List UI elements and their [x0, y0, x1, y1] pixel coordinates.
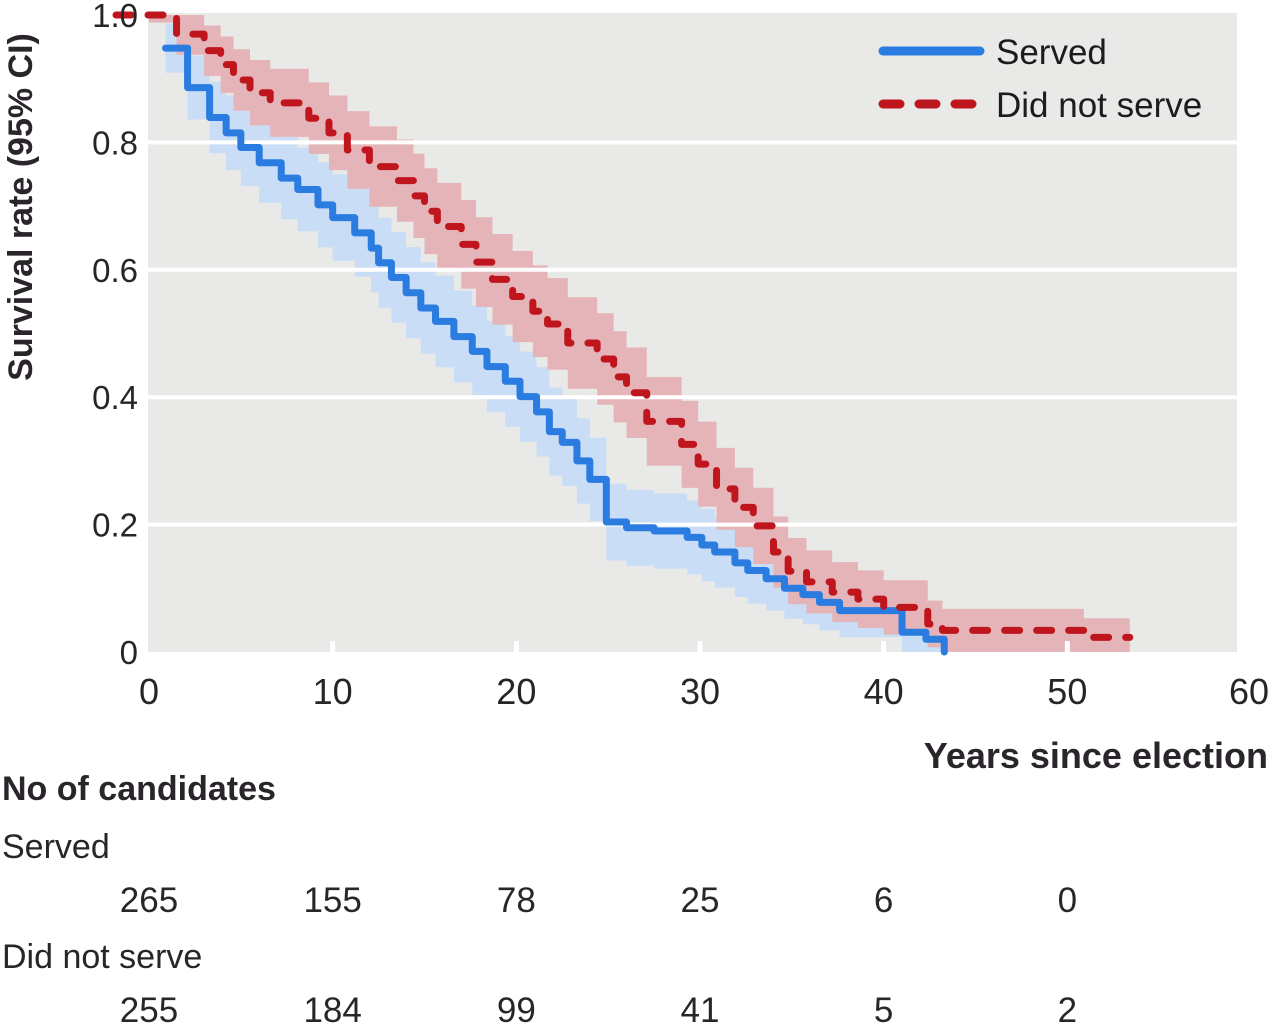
- y-tick-label-0.2: 0.2: [92, 507, 138, 544]
- x-tick-label-50: 50: [1047, 671, 1087, 712]
- x-tick-mark-40: [881, 641, 887, 652]
- x-tick-label-60: 60: [1229, 671, 1269, 712]
- x-tick-label-40: 40: [864, 671, 904, 712]
- risk-value: 0: [1058, 881, 1077, 920]
- did-not-serve-ci-band: [149, 15, 1130, 652]
- risk-row-label-served: Served: [2, 828, 110, 866]
- risk-row-values-did-not-serve: 255 184 99 41 5 2: [120, 991, 1077, 1026]
- risk-value: 78: [497, 881, 536, 920]
- x-tick-label-30: 30: [680, 671, 720, 712]
- x-tick-mark-50: [1064, 641, 1070, 652]
- y-tick-label-0.6: 0.6: [92, 252, 138, 289]
- y-tick-label-0.8: 0.8: [92, 124, 138, 161]
- served-line: [162, 44, 948, 656]
- legend-did-not-serve-label: Did not serve: [996, 86, 1202, 125]
- risk-value: 41: [681, 991, 720, 1026]
- legend: Served Did not serve: [878, 33, 1202, 125]
- risk-value: 255: [120, 991, 178, 1026]
- risk-value: 184: [303, 991, 361, 1026]
- x-axis-title: Years since election: [924, 735, 1268, 776]
- gridlines: [148, 140, 1237, 527]
- y-axis-title: Survival rate (95% CI): [2, 33, 40, 381]
- risk-row-values-served: 265 155 78 25 6 0: [120, 881, 1077, 920]
- risk-value: 2: [1058, 991, 1077, 1026]
- risk-table: No of candidates Served 265 155 78 25 6 0 Did…: [2, 770, 1077, 1026]
- x-tick-labels: 0 10 20 30 40 50 60: [139, 671, 1269, 712]
- risk-table-title: No of candidates: [2, 770, 276, 808]
- risk-value: 265: [120, 881, 178, 920]
- risk-value: 5: [874, 991, 893, 1026]
- risk-value: 99: [497, 991, 536, 1026]
- y-tick-label-1.0: 1.0: [92, 0, 138, 34]
- x-tick-mark-10: [330, 641, 336, 652]
- risk-row-label-did-not-serve: Did not serve: [2, 938, 202, 976]
- x-tick-marks: [330, 641, 1070, 652]
- x-tick-label-10: 10: [313, 671, 353, 712]
- y-tick-labels: 1.0 0.8 0.6 0.4 0.2 0: [92, 0, 138, 671]
- risk-value: 6: [874, 881, 893, 920]
- x-tick-label-0: 0: [139, 671, 159, 712]
- ci-bands: [149, 15, 1130, 653]
- did-not-serve-line: [112, 11, 1134, 641]
- x-tick-label-20: 20: [496, 671, 536, 712]
- x-tick-mark-30: [697, 641, 703, 652]
- x-tick-mark-20: [513, 641, 519, 652]
- y-tick-label-0: 0: [120, 634, 138, 671]
- risk-value: 25: [681, 881, 720, 920]
- legend-served-label: Served: [996, 33, 1107, 72]
- risk-value: 155: [303, 881, 361, 920]
- y-tick-label-0.4: 0.4: [92, 379, 138, 416]
